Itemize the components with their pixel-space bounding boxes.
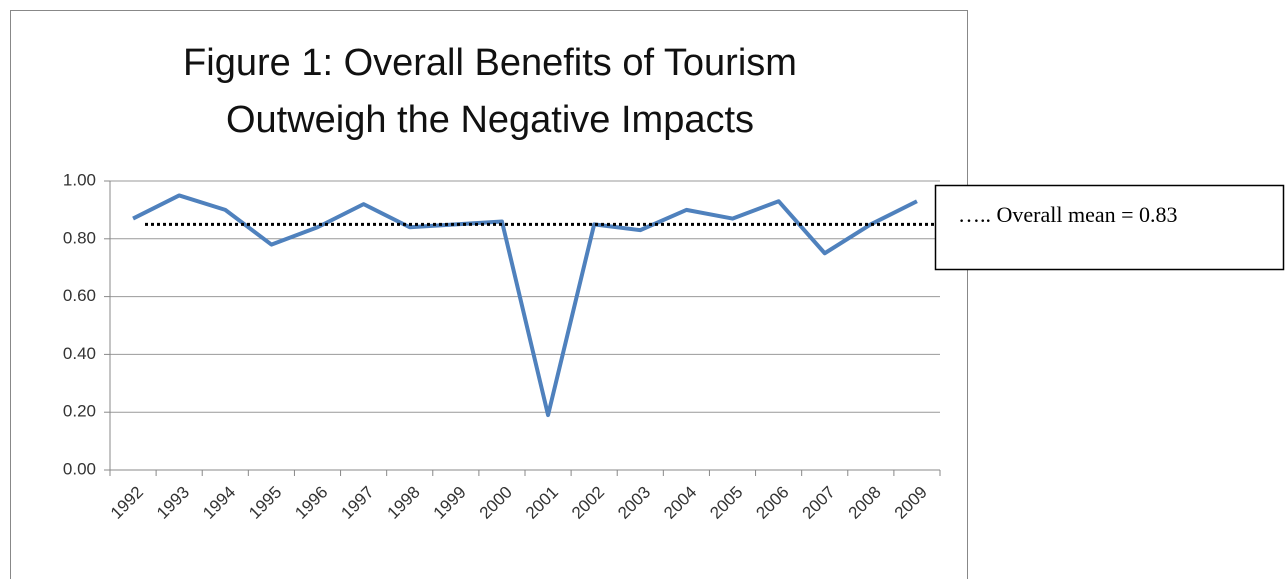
y-tick-label: 0.60 xyxy=(63,286,96,305)
chart-title: Figure 1: Overall Benefits of Tourism xyxy=(183,42,797,84)
annotation: ….. Overall mean = 0.83 xyxy=(958,202,1178,227)
y-tick-label: 0.00 xyxy=(63,459,96,478)
y-tick-label: 0.80 xyxy=(63,228,96,247)
chart-frame xyxy=(10,10,968,579)
chart-title: Outweigh the Negative Impacts xyxy=(226,99,754,141)
line-series xyxy=(132,193,918,418)
y-tick-label: 0.40 xyxy=(63,344,96,363)
annotation-box xyxy=(934,184,1285,271)
y-tick-label: 0.20 xyxy=(63,402,96,421)
y-tick-label: 1.00 xyxy=(63,170,96,189)
